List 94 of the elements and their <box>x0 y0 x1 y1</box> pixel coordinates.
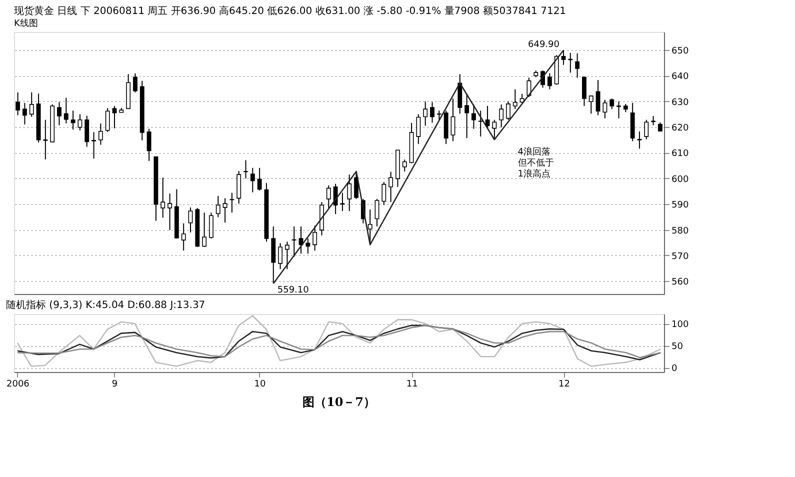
y-tick-label: 620 <box>672 124 689 134</box>
candlestick <box>284 241 290 270</box>
candlestick <box>78 114 82 131</box>
y-tick-label: 570 <box>672 252 689 262</box>
candlestick <box>188 206 193 233</box>
candlestick <box>312 225 318 252</box>
candlestick <box>57 102 62 126</box>
candlestick <box>526 77 532 98</box>
candlestick <box>492 119 497 140</box>
candlestick <box>575 52 580 78</box>
line-series <box>16 315 662 367</box>
candlestick <box>230 192 234 214</box>
candlestick <box>596 80 600 116</box>
candlestick <box>547 72 552 90</box>
candlestick <box>146 128 152 162</box>
candlestick <box>271 226 276 284</box>
candlestick <box>464 93 470 139</box>
candlestick <box>16 92 20 116</box>
candlestick <box>43 119 48 160</box>
candlestick <box>98 122 103 146</box>
candlestick <box>216 195 220 218</box>
x-tick-label: 10 <box>254 380 266 390</box>
candlestick <box>382 182 386 206</box>
candlestick <box>250 167 255 193</box>
candlestick <box>436 110 442 120</box>
candlestick <box>644 119 649 140</box>
candlestick <box>236 170 242 204</box>
candlestick <box>168 193 172 231</box>
y-tick-label: 560 <box>672 278 689 288</box>
candlestick <box>588 94 594 114</box>
candlestick <box>423 101 428 126</box>
y-tick-label: 0 <box>672 364 678 374</box>
y-tick-label: 650 <box>672 46 689 56</box>
candlestick <box>610 98 614 110</box>
candlestick <box>616 100 621 119</box>
x-tick-label: 11 <box>406 380 418 390</box>
candlestick <box>22 102 27 125</box>
candlestick <box>602 99 608 119</box>
annotation: 559.10 <box>277 285 310 296</box>
candlestick <box>181 222 186 252</box>
candlestick <box>512 88 518 110</box>
candlestick <box>582 76 586 106</box>
x-tick-label: 9 <box>112 380 118 390</box>
candlestick <box>160 177 166 218</box>
candlestick <box>292 226 296 258</box>
candlestick <box>402 159 407 172</box>
text: 图（10－7） <box>302 395 376 409</box>
candlestick <box>637 130 642 150</box>
x-tick-label: 12 <box>558 380 570 390</box>
candlestick <box>202 212 207 248</box>
chart-subtitle: K线图 <box>14 18 38 29</box>
candlestick <box>430 102 434 124</box>
y-tick-label: 600 <box>672 174 689 185</box>
line-series <box>272 50 564 284</box>
candlestick <box>347 174 352 212</box>
candlestick <box>133 72 138 93</box>
candlestick <box>306 238 310 254</box>
candlestick <box>105 108 110 132</box>
candlestick <box>64 97 68 124</box>
candlestick <box>326 184 331 208</box>
candlestick <box>388 171 394 203</box>
candlestick <box>257 167 262 191</box>
candlestick <box>450 98 456 142</box>
candlestick <box>84 115 90 148</box>
candlestick <box>340 192 345 212</box>
candlestick <box>29 92 34 118</box>
candlestick <box>478 110 483 138</box>
annotation: 4浪回落但不低于1浪高点 <box>518 146 554 180</box>
y-tick-label: 580 <box>672 226 689 236</box>
y-tick-label: 50 <box>672 342 684 352</box>
candlestick <box>374 198 380 227</box>
candlestick <box>70 110 76 130</box>
candlestick <box>651 115 656 126</box>
candlestick <box>208 212 214 240</box>
candlestick <box>561 50 566 66</box>
y-tick-label: 100 <box>672 320 689 330</box>
chart-title: 现货黄金 日线 下 20060811 周五 开636.90 高645.20 低626.00 收631.00 涨 -5.80 -0.91% 量7908 额5037841 7121 <box>14 5 566 17</box>
chart-title: 随机指标 (9,3,3) K:45.04 D:60.88 J:13.37 <box>6 299 206 311</box>
y-tick-label: 610 <box>672 149 689 160</box>
annotation: 649.90 <box>528 40 560 50</box>
y-tick-label: 630 <box>672 98 689 108</box>
y-tick-label: 590 <box>672 200 689 211</box>
candlestick <box>333 183 338 215</box>
candlestick <box>112 105 117 129</box>
candlestick <box>499 104 504 128</box>
candlestick <box>222 198 228 224</box>
candlestick <box>506 100 510 120</box>
y-tick-label: 640 <box>672 72 689 82</box>
candlestick <box>244 160 248 179</box>
candlestick <box>92 132 96 160</box>
x-tick-label: 2006 <box>6 380 30 390</box>
candlestick <box>416 114 421 144</box>
candlestick <box>278 242 282 270</box>
candlestick <box>471 104 476 130</box>
